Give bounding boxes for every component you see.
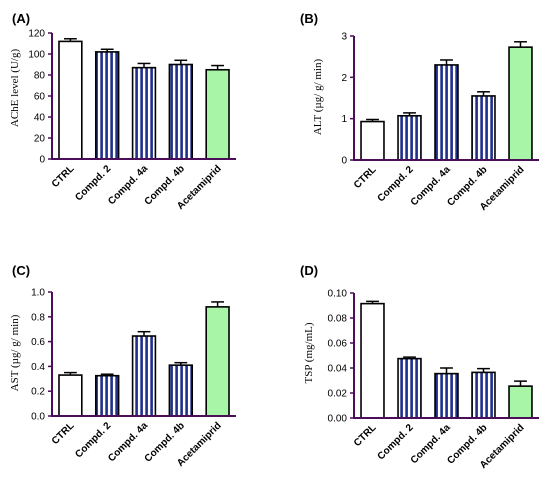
y-tick-label: 20 <box>34 134 46 145</box>
y-axis-title: AChE level (U/g) <box>9 49 21 128</box>
y-tick-label: 40 <box>34 113 46 124</box>
bar <box>58 374 83 417</box>
bar <box>205 68 230 160</box>
x-tick-label: CTRL <box>50 420 77 447</box>
y-tick-label: 0.02 <box>328 389 348 400</box>
chart-panel-c: (C) AST (µg/ g/ min) 0.0 0.2 0.4 0.6 0.8 1.0 C… <box>9 263 236 469</box>
y-axis-title: TSP (mg/mL) <box>303 322 315 383</box>
panel-label: (D) <box>300 263 318 278</box>
bar <box>94 51 120 160</box>
y-tick-label: 0.06 <box>328 339 348 350</box>
y-tick-label: 3 <box>341 32 347 43</box>
bar <box>397 357 422 419</box>
bar <box>168 63 194 160</box>
bar <box>94 374 120 417</box>
y-axis-title: AST (µg/ g/ min) <box>9 314 21 391</box>
bar <box>508 46 533 161</box>
y-tick-label: 100 <box>28 50 45 61</box>
bar <box>131 335 157 417</box>
chart-panel-d: (D) TSP (mg/mL) 0.00 0.02 0.04 0.06 0.08 0.10… <box>300 263 539 471</box>
panel-label: (B) <box>300 11 318 26</box>
bar <box>360 302 385 419</box>
x-tick-label: CTRL <box>352 164 379 191</box>
bar <box>471 95 496 161</box>
y-tick-label: 0.2 <box>31 387 45 398</box>
bar <box>360 120 385 161</box>
bar <box>471 371 496 419</box>
bar <box>58 40 83 160</box>
y-tick-label: 0.10 <box>328 289 348 300</box>
y-tick-label: 0.4 <box>31 362 45 373</box>
y-tick-label: 0 <box>39 155 45 166</box>
x-tick-label: CTRL <box>352 422 379 449</box>
bar <box>131 66 157 160</box>
y-tick-label: 0.8 <box>31 312 45 323</box>
y-tick-label: 1.0 <box>31 288 45 299</box>
y-tick-label: 120 <box>28 29 45 40</box>
bar <box>205 306 230 417</box>
chart-panel-a: (A) AChE level (U/g) 0 20 40 60 80 100 120 CTRL… <box>9 11 236 212</box>
bar <box>434 372 459 419</box>
y-tick-label: 0.04 <box>328 364 348 375</box>
y-axis-title: ALT (µg/ g/ min) <box>312 59 324 136</box>
y-tick-label: 2 <box>341 73 347 84</box>
y-tick-label: 0.0 <box>31 412 45 423</box>
y-tick-label: 1 <box>341 114 347 125</box>
y-tick-label: 60 <box>34 92 46 103</box>
bar <box>397 114 422 161</box>
y-tick-label: 0.6 <box>31 337 45 348</box>
bar <box>168 364 194 417</box>
y-tick-label: 0 <box>341 156 347 167</box>
panel-label: (C) <box>12 263 30 278</box>
panel-label: (A) <box>12 11 30 26</box>
y-tick-label: 80 <box>34 71 46 82</box>
x-tick-label: CTRL <box>50 163 77 190</box>
y-tick-label: 0.08 <box>328 314 348 325</box>
bar <box>508 385 533 419</box>
bar <box>434 64 459 161</box>
y-tick-label: 0.00 <box>328 414 348 425</box>
